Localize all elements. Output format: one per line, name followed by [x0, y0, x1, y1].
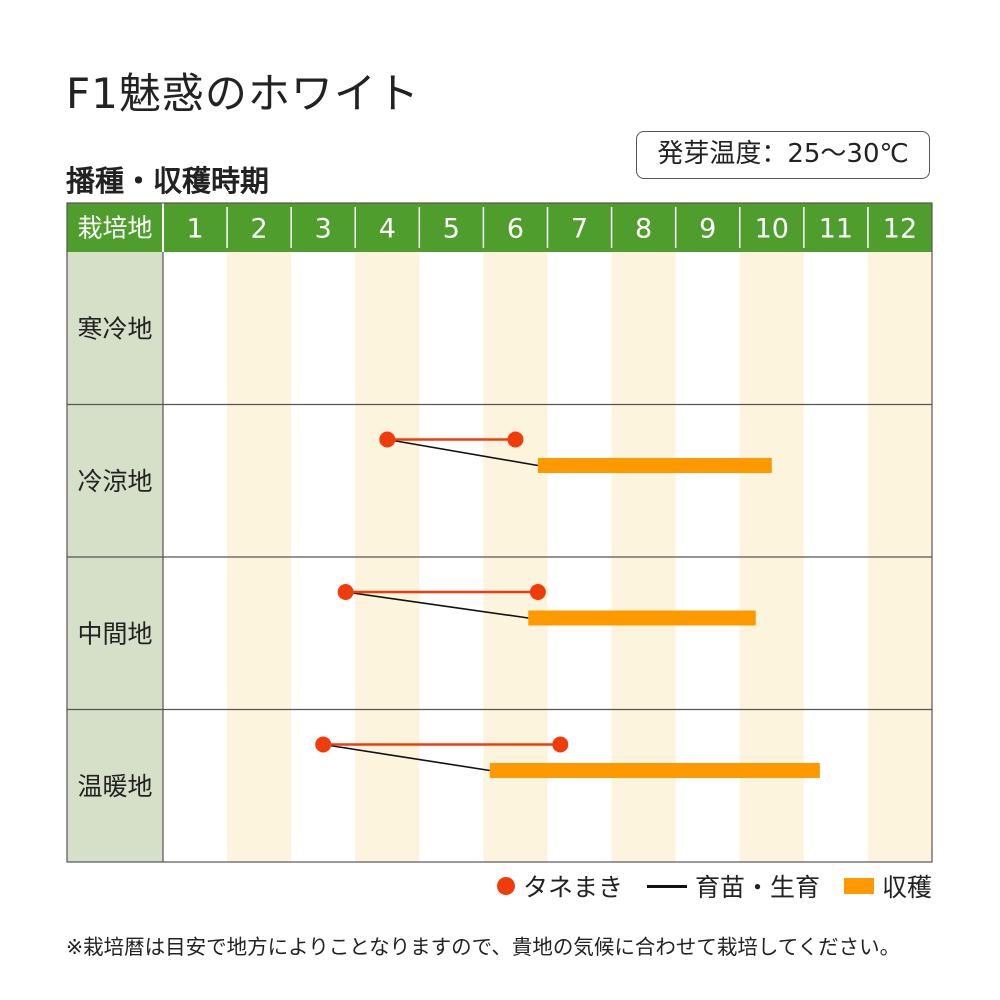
legend-harvest-label: 収穫 [881, 873, 932, 902]
legend-nursery-label: 育苗・生育 [694, 873, 820, 902]
header-label: 栽培地 [77, 214, 152, 243]
sowing-end-dot-row-2 [507, 431, 524, 448]
legend: タネまき 育苗・生育 収穫 [473, 868, 932, 904]
sowing-end-dot-row-4 [552, 736, 569, 753]
row-label-3: 中間地 [77, 619, 152, 648]
legend-sowing: タネまき [496, 868, 623, 904]
month-label-6: 6 [507, 214, 524, 245]
nursery-line-row-4 [323, 743, 490, 772]
sowing-start-dot-row-4 [315, 736, 332, 753]
month-label-5: 5 [443, 214, 460, 245]
harvest-bar-row-3 [528, 610, 756, 626]
germination-temperature-badge: 発芽温度：25〜30℃ [636, 131, 930, 179]
month-label-8: 8 [635, 214, 652, 245]
page-title: F1魅惑のホワイト [66, 69, 420, 118]
month-label-2: 2 [251, 214, 268, 245]
sowing-start-dot-row-2 [379, 431, 396, 448]
sowing-end-dot-row-3 [529, 584, 546, 600]
legend-sowing-label: タネまき [522, 873, 623, 902]
harvest-bar-row-4 [489, 763, 820, 778]
month-label-4: 4 [379, 214, 396, 245]
row-label-1: 寒冷地 [77, 314, 152, 343]
chart-subtitle: 播種・収穫時期 [66, 164, 270, 198]
sowing-start-dot-row-3 [337, 584, 354, 600]
table-border [66, 202, 933, 863]
row-label-bg-2 [67, 404, 163, 557]
nursery-line-row-2 [387, 438, 539, 467]
month-label-10: 10 [755, 214, 789, 245]
header-band [67, 203, 932, 252]
harvest-bar-row-2 [537, 458, 772, 473]
sowing-dot-icon [496, 877, 515, 895]
harvest-bar-icon [843, 878, 874, 894]
footnote: ※栽培暦は目安で地方によりことなりますので、貴地の気候に合わせて栽培してください… [66, 935, 901, 959]
month-label-3: 3 [315, 214, 332, 245]
month-label-7: 7 [571, 214, 588, 245]
month-label-9: 9 [699, 214, 716, 245]
nursery-line-row-3 [345, 591, 529, 619]
row-label-4: 温暖地 [77, 772, 152, 801]
row-label-bg-4 [67, 709, 163, 862]
month-label-12: 12 [883, 214, 917, 245]
month-label-11: 11 [819, 214, 853, 245]
month-label-1: 1 [186, 214, 203, 245]
legend-harvest: 収穫 [843, 868, 932, 904]
nursery-line-icon [646, 884, 687, 888]
legend-nursery: 育苗・生育 [646, 868, 820, 904]
row-label-2: 冷涼地 [77, 467, 152, 496]
row-label-bg-3 [67, 557, 163, 710]
row-label-bg-1 [67, 252, 163, 405]
